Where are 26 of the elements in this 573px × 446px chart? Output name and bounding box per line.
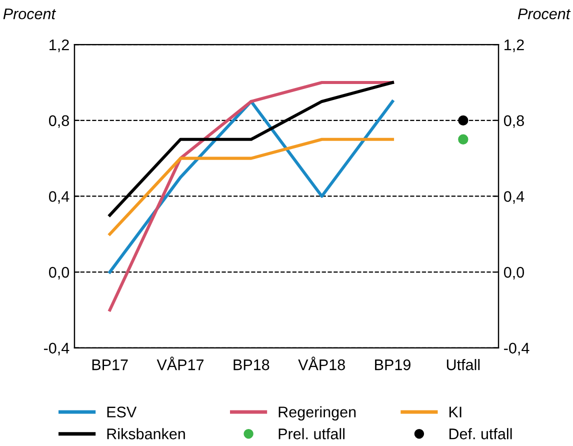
y2-axis-title: Procent bbox=[518, 8, 571, 20]
y-tick-label: 0,0 bbox=[48, 266, 70, 280]
x-tick-label: BP19 bbox=[375, 359, 410, 370]
y-tick-label: 0,8 bbox=[48, 115, 69, 128]
legend-label: Riksbanken bbox=[107, 428, 185, 440]
legend-label: Prel. utfall bbox=[278, 428, 344, 440]
y2-tick-label: 1,2 bbox=[504, 39, 524, 52]
y2-tick-label: -0,4 bbox=[504, 342, 530, 356]
y2-tick-label: 0,8 bbox=[504, 115, 524, 128]
y2-tick-label: 0,4 bbox=[504, 191, 524, 204]
legend-label: Def. utfall bbox=[449, 428, 512, 440]
legend-label: ESV bbox=[107, 406, 137, 418]
x-tick-label: BP17 bbox=[92, 360, 128, 370]
legend-label: KI bbox=[449, 406, 462, 418]
line-series bbox=[108, 80, 394, 312]
x-tick-label: Utfall bbox=[446, 358, 480, 370]
x-tick-label: VÅP18 bbox=[298, 356, 345, 370]
y-tick-label: -0,4 bbox=[44, 342, 70, 356]
y2-tick-label: 0,0 bbox=[504, 266, 524, 280]
x-tick-label: VÅP17 bbox=[156, 356, 204, 370]
y-tick-label: 0,4 bbox=[48, 191, 70, 204]
x-tick-label: BP18 bbox=[234, 359, 270, 370]
legend-label: Regeringen bbox=[278, 406, 356, 420]
y-tick-label: 1,2 bbox=[50, 39, 69, 52]
y-axis-title: Procent bbox=[3, 8, 56, 20]
line-series bbox=[108, 100, 394, 274]
